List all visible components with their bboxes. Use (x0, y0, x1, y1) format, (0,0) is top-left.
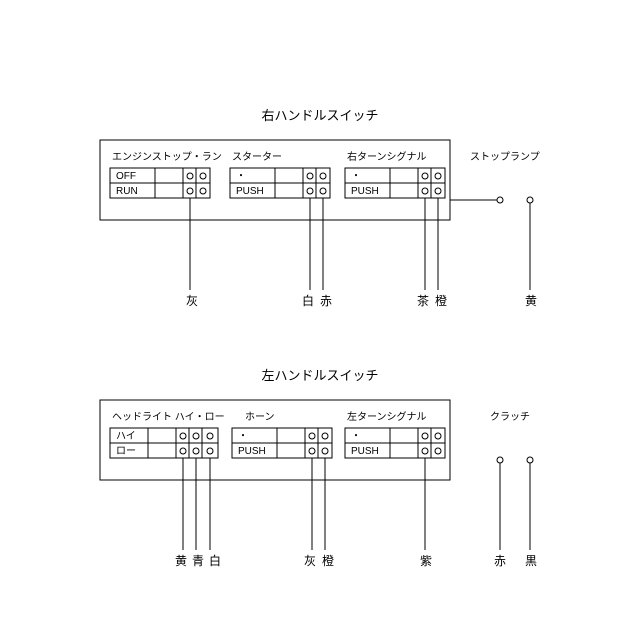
svg-text:・: ・ (236, 171, 246, 182)
svg-text:黄: 黄 (525, 294, 537, 308)
svg-text:灰: 灰 (304, 554, 316, 568)
svg-text:・: ・ (351, 171, 361, 182)
svg-text:灰: 灰 (186, 294, 198, 308)
svg-text:ヘッドライト ハイ・ロー: ヘッドライト ハイ・ロー (112, 411, 225, 423)
svg-text:ハイ: ハイ (116, 431, 136, 442)
svg-text:白: 白 (302, 293, 314, 308)
svg-text:右ハンドルスイッチ: 右ハンドルスイッチ (261, 108, 378, 123)
svg-text:紫: 紫 (420, 554, 432, 568)
svg-text:RUN: RUN (116, 186, 138, 197)
svg-text:エンジンストップ・ラン: エンジンストップ・ラン (112, 151, 222, 163)
svg-text:茶: 茶 (417, 293, 429, 308)
svg-text:スターター: スターター (232, 151, 282, 163)
svg-text:PUSH: PUSH (238, 446, 266, 457)
svg-text:橙: 橙 (322, 553, 334, 568)
svg-text:橙: 橙 (435, 293, 447, 308)
svg-text:OFF: OFF (116, 171, 136, 182)
svg-text:赤: 赤 (494, 554, 506, 568)
svg-text:赤: 赤 (320, 294, 332, 308)
svg-text:左ハンドルスイッチ: 左ハンドルスイッチ (261, 368, 378, 383)
svg-text:クラッチ: クラッチ (490, 411, 530, 423)
svg-text:ホーン: ホーン (245, 411, 275, 423)
svg-text:黒: 黒 (525, 554, 537, 568)
wiring-diagram: 右ハンドルスイッチエンジンストップ・ランOFFRUN灰スターター・PUSH白赤右… (0, 0, 640, 640)
svg-text:黄: 黄 (175, 554, 187, 568)
svg-text:ロー: ロー (116, 446, 136, 457)
svg-text:PUSH: PUSH (351, 186, 379, 197)
svg-text:・: ・ (351, 431, 361, 442)
svg-text:左ターンシグナル: 左ターンシグナル (347, 410, 427, 423)
svg-text:右ターンシグナル: 右ターンシグナル (347, 150, 427, 163)
svg-text:白: 白 (209, 553, 221, 568)
svg-text:PUSH: PUSH (351, 446, 379, 457)
svg-text:ストップランプ: ストップランプ (470, 151, 540, 163)
svg-text:PUSH: PUSH (236, 186, 264, 197)
svg-text:青: 青 (192, 554, 204, 568)
svg-text:・: ・ (238, 431, 248, 442)
